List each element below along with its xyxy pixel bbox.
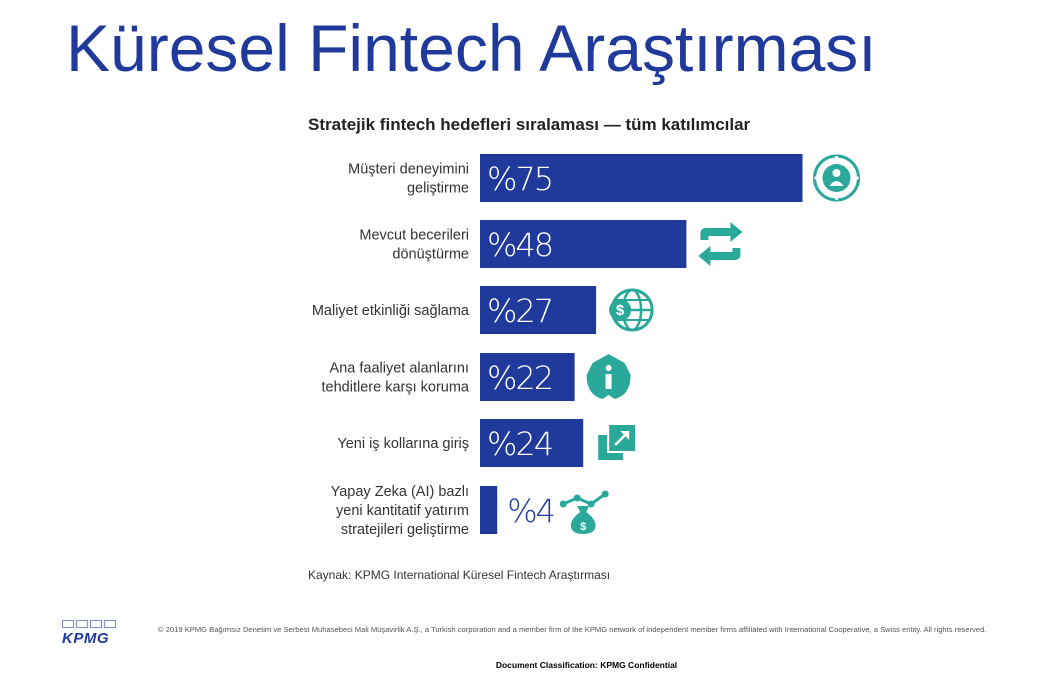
page-title: Küresel Fintech Araştırması xyxy=(66,11,877,85)
bar xyxy=(480,220,687,268)
value-label: %75 xyxy=(487,160,552,198)
bar xyxy=(480,154,803,202)
value-label: %4 xyxy=(507,492,554,530)
customer-target-icon xyxy=(813,154,860,202)
category-label: Ana faaliyet alanlarını xyxy=(330,361,469,377)
new-direction-icon xyxy=(598,423,638,460)
category-label: Yeni iş kollarına giriş xyxy=(337,436,469,452)
category-label: Maliyet etkinliği sağlama xyxy=(312,303,470,319)
value-label: %27 xyxy=(487,292,552,330)
value-label: %22 xyxy=(487,359,552,397)
bar xyxy=(480,486,498,534)
category-label: dönüştürme xyxy=(392,247,469,263)
value-label: %48 xyxy=(487,226,552,264)
bar xyxy=(480,286,597,334)
chart-title: Stratejik fintech hedefleri sıralaması —… xyxy=(308,115,751,134)
transform-arrows-icon xyxy=(698,222,743,266)
bar xyxy=(480,419,584,467)
category-label: yeni kantitatif yatırım xyxy=(336,503,469,519)
category-label: Mevcut becerileri xyxy=(359,228,469,244)
svg-text:$: $ xyxy=(580,521,586,533)
svg-text:$: $ xyxy=(616,302,625,319)
category-label: tehditlere karşı koruma xyxy=(322,380,470,396)
category-label: geliştirme xyxy=(407,181,469,197)
copyright-notice: © 2019 KPMG Bağımsız Denetim ve Serbest … xyxy=(158,625,987,634)
category-label: Yapay Zeka (AI) bazlı xyxy=(331,484,469,500)
ai-money-bag-icon: $ xyxy=(559,490,609,534)
kpmg-logo: KPMG xyxy=(62,620,120,647)
shield-info-icon xyxy=(586,354,631,399)
category-label: Müşteri deneyimini xyxy=(348,162,469,178)
bar xyxy=(480,353,575,401)
logo-boxes xyxy=(62,620,120,628)
logo-text: KPMG xyxy=(62,630,109,647)
value-label: %24 xyxy=(487,425,552,463)
source-note: Kaynak: KPMG International Küresel Finte… xyxy=(308,568,611,582)
document-classification: Document Classification: KPMG Confidenti… xyxy=(495,660,678,670)
category-label: stratejileri geliştirme xyxy=(341,522,469,538)
globe-dollar-icon: $ xyxy=(609,288,654,332)
